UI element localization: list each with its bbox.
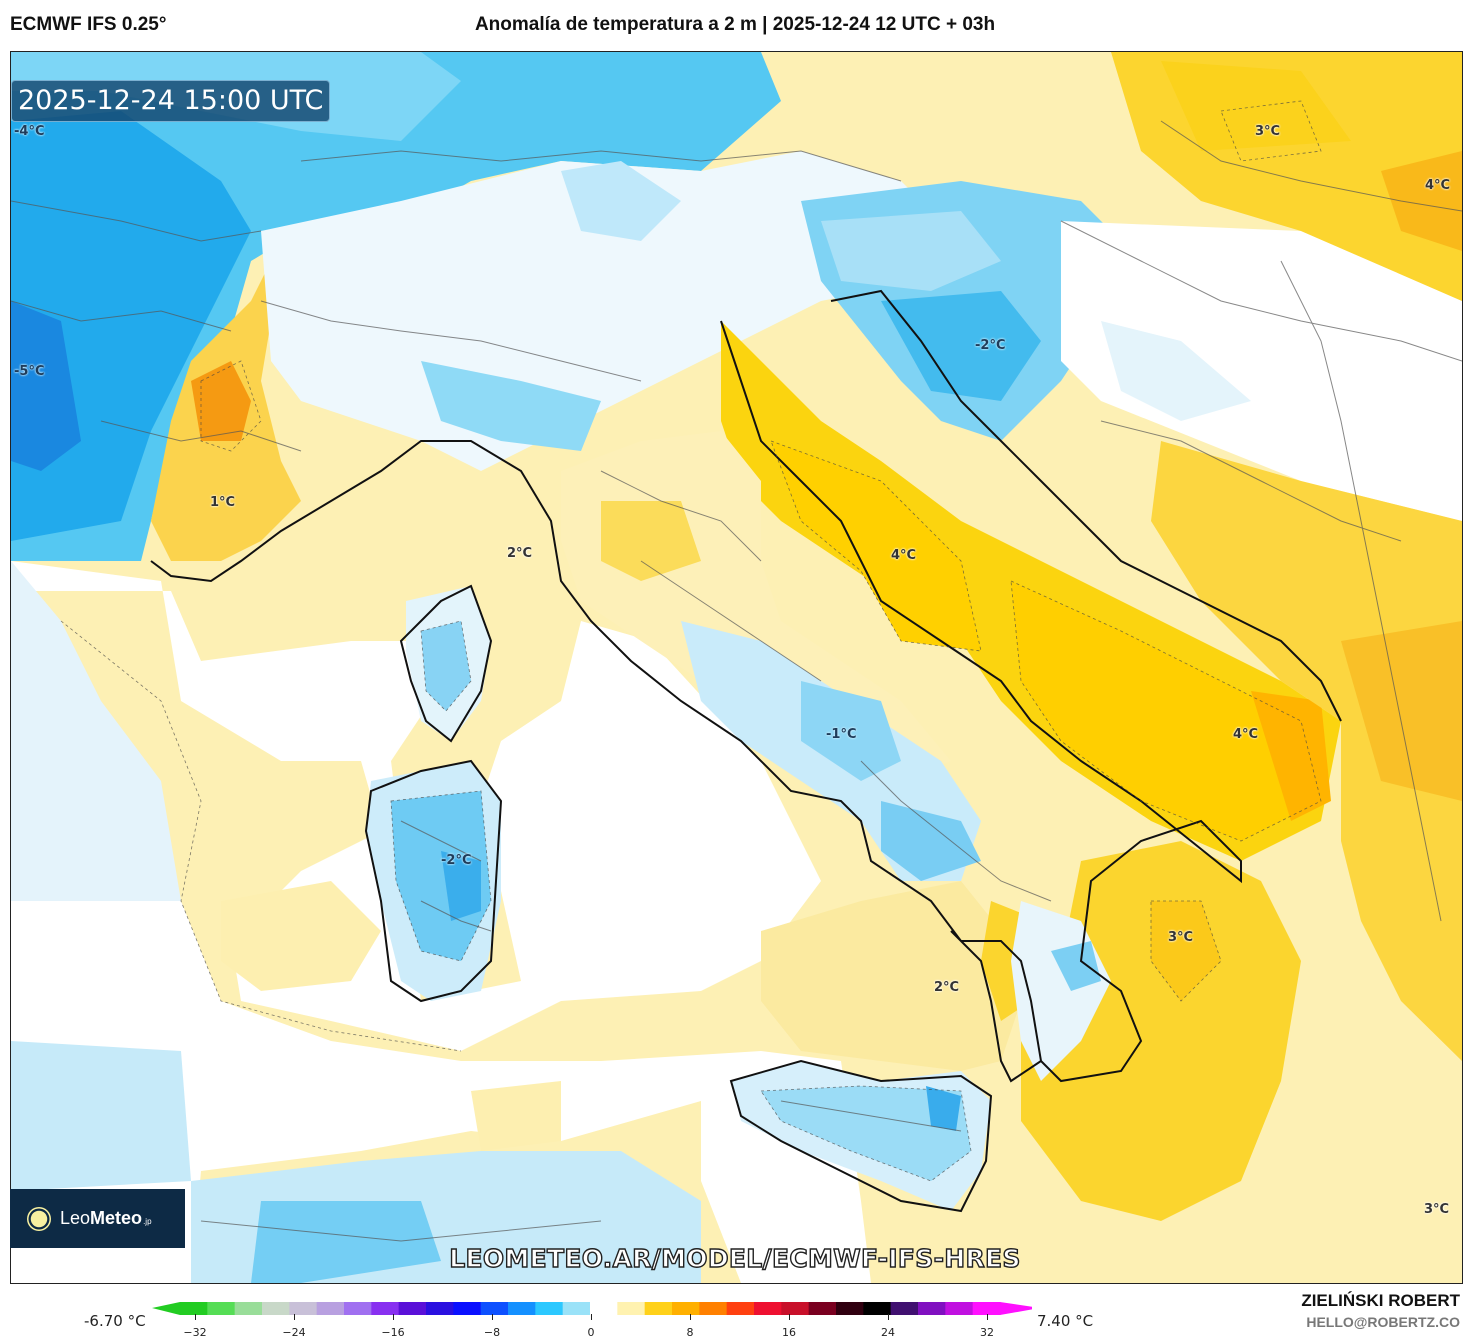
contour-label: -1°C (826, 727, 857, 742)
colorbar-tick-mark (789, 1314, 790, 1320)
colorbar-max-label: 7.40 °C (1037, 1312, 1094, 1330)
colorbar-tick-mark (393, 1314, 394, 1320)
colorbar-tick-mark (294, 1314, 295, 1320)
logo-name-light: Leo (60, 1208, 91, 1228)
contour-label: 1°C (210, 495, 236, 510)
temperature-anomaly-map[interactable] (10, 51, 1463, 1284)
valid-time-badge: 2025-12-24 15:00 UTC (11, 80, 331, 122)
logo-text: LeoMeteo.jp (60, 1208, 152, 1229)
colorbar-tick-mark (591, 1314, 592, 1320)
contour-label: 2°C (934, 980, 960, 995)
model-name: ECMWF IFS 0.25° (10, 14, 167, 35)
contour-label: 2°C (507, 546, 533, 561)
colorbar-min-label: -6.70 °C (84, 1312, 146, 1330)
colorbar-tick-label: −8 (483, 1326, 501, 1339)
contour-label: -4°C (14, 124, 45, 139)
colorbar-tick-label: −16 (381, 1326, 405, 1339)
colorbar-tick-mark (987, 1314, 988, 1320)
contour-label: 3°C (1255, 124, 1281, 139)
logo-name-bold: Meteo (90, 1208, 143, 1228)
contour-label: 4°C (1233, 727, 1259, 742)
colorbar-tick-label: 24 (881, 1326, 895, 1339)
sun-icon (30, 1210, 48, 1227)
contour-label: 3°C (1168, 930, 1194, 945)
colorbar (152, 1302, 1032, 1315)
colorbar-tick-label: 0 (587, 1326, 595, 1339)
leometeo-logo[interactable]: LeoMeteo.jp (10, 1189, 185, 1248)
logo-suffix: .jp (143, 1217, 152, 1226)
colorbar-tick-label: 16 (782, 1326, 796, 1339)
contour-label: -2°C (441, 853, 472, 868)
author-name: ZIELIŃSKI ROBERT (1301, 1291, 1460, 1310)
colorbar-tick-label: −24 (282, 1326, 306, 1339)
colorbar-tick-mark (888, 1314, 889, 1320)
chart-title: Anomalía de temperatura a 2 m | 2025-12-… (474, 14, 996, 35)
contour-label: -5°C (14, 364, 45, 379)
map-graphic (11, 52, 1462, 1283)
colorbar-tick-mark (492, 1314, 493, 1320)
author-email[interactable]: HELLO@ROBERTZ.CO (1306, 1314, 1460, 1330)
colorbar-tick-label: 32 (980, 1326, 994, 1339)
contour-label: 4°C (891, 548, 917, 563)
colorbar-tick-label: 8 (686, 1326, 694, 1339)
colorbar-tick-mark (195, 1314, 196, 1320)
source-url-watermark: LEOMETEO.AR/MODEL/ECMWF-IFS-HRES (449, 1243, 1022, 1273)
contour-label: 3°C (1424, 1202, 1450, 1217)
colorbar-tick-label: −32 (183, 1326, 207, 1339)
contour-label: -2°C (975, 338, 1006, 353)
contour-label: 4°C (1425, 178, 1451, 193)
colorbar-tick-mark (690, 1314, 691, 1320)
